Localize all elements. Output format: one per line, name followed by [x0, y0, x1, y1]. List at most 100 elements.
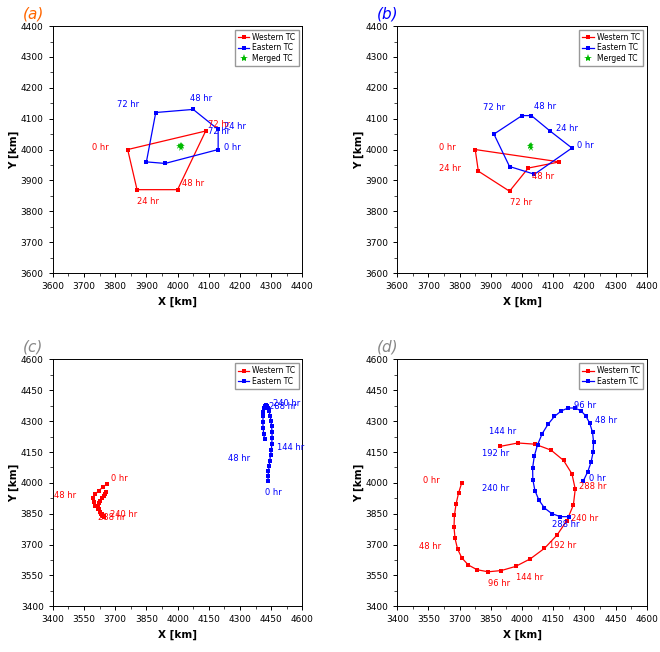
Merged TC	[177, 141, 185, 149]
Eastern TC	[550, 413, 558, 421]
Eastern TC	[589, 448, 597, 456]
Text: 24 hr: 24 hr	[440, 164, 461, 173]
Text: 48 hr: 48 hr	[182, 179, 204, 188]
Eastern TC	[535, 496, 543, 504]
Eastern TC	[564, 404, 572, 412]
Legend: Western TC, Eastern TC, Merged TC: Western TC, Eastern TC, Merged TC	[579, 30, 643, 66]
Western TC	[512, 563, 519, 570]
Text: 24 hr: 24 hr	[224, 123, 246, 132]
Eastern TC	[531, 170, 539, 178]
Merged TC	[526, 143, 534, 151]
Eastern TC	[546, 127, 554, 135]
Eastern TC	[531, 452, 539, 460]
Eastern TC	[264, 472, 272, 480]
Text: 72 hr: 72 hr	[510, 198, 532, 207]
Western TC	[133, 186, 141, 194]
Western TC	[174, 186, 182, 194]
Western TC	[475, 168, 482, 175]
Western TC	[514, 439, 522, 447]
Text: 240 hr: 240 hr	[273, 399, 300, 408]
Merged TC	[178, 143, 186, 151]
Eastern TC	[529, 464, 537, 472]
Eastern TC	[506, 162, 513, 170]
Western TC	[506, 187, 513, 195]
Western TC	[96, 510, 104, 518]
Western TC	[484, 568, 492, 576]
Eastern TC	[571, 404, 579, 412]
Text: 288 hr: 288 hr	[579, 482, 607, 491]
Text: (c): (c)	[23, 340, 43, 355]
Text: 240 hr: 240 hr	[482, 484, 510, 492]
Text: 0 hr: 0 hr	[423, 476, 440, 485]
Text: 96 hr: 96 hr	[488, 579, 510, 587]
Text: 72 hr: 72 hr	[209, 120, 230, 129]
Eastern TC	[268, 422, 276, 430]
Line: Western TC: Western TC	[126, 129, 207, 192]
Western TC	[541, 544, 548, 552]
Western TC	[458, 479, 466, 487]
Eastern TC	[161, 160, 169, 168]
X-axis label: X [km]: X [km]	[502, 297, 541, 307]
Eastern TC	[259, 424, 267, 432]
Western TC	[450, 523, 458, 531]
Text: 144 hr: 144 hr	[277, 443, 304, 452]
Line: Western TC: Western TC	[92, 482, 109, 518]
Eastern TC	[261, 436, 269, 443]
Eastern TC	[267, 417, 275, 424]
Text: 72 hr: 72 hr	[483, 103, 506, 112]
Western TC	[202, 127, 210, 135]
Eastern TC	[568, 144, 576, 152]
Merged TC	[177, 144, 185, 152]
Merged TC	[527, 141, 535, 149]
Western TC	[101, 490, 109, 497]
Text: 72 hr: 72 hr	[117, 100, 139, 109]
Text: 192 hr: 192 hr	[482, 449, 509, 458]
Western TC	[94, 503, 102, 511]
Text: 144 hr: 144 hr	[515, 573, 543, 582]
Western TC	[473, 566, 481, 574]
Text: 48 hr: 48 hr	[533, 172, 554, 181]
Eastern TC	[265, 408, 273, 415]
Western TC	[572, 485, 579, 493]
Western TC	[451, 535, 459, 542]
Text: 0 hr: 0 hr	[111, 474, 128, 483]
Text: 24 hr: 24 hr	[137, 196, 159, 205]
Eastern TC	[266, 457, 274, 465]
Western TC	[560, 456, 568, 464]
Eastern TC	[267, 446, 275, 454]
Western TC	[453, 545, 461, 553]
Text: (d): (d)	[378, 340, 399, 355]
Text: 0 hr: 0 hr	[265, 488, 282, 497]
Eastern TC	[152, 109, 160, 117]
Text: (a): (a)	[23, 7, 44, 22]
Eastern TC	[529, 476, 537, 484]
Text: 0 hr: 0 hr	[224, 143, 240, 151]
Western TC	[99, 484, 107, 492]
Text: 144 hr: 144 hr	[490, 426, 517, 436]
Y-axis label: Y [km]: Y [km]	[9, 464, 19, 502]
Eastern TC	[579, 477, 587, 484]
Eastern TC	[261, 402, 269, 410]
Western TC	[496, 443, 504, 451]
Western TC	[102, 488, 110, 496]
Y-axis label: Y [km]: Y [km]	[354, 464, 364, 502]
Text: 48 hr: 48 hr	[595, 417, 618, 425]
Eastern TC	[518, 111, 526, 119]
Text: 0 hr: 0 hr	[92, 143, 108, 151]
Western TC	[96, 497, 104, 505]
Western TC	[556, 158, 564, 166]
Eastern TC	[556, 512, 564, 520]
Eastern TC	[534, 441, 542, 449]
Line: Eastern TC: Eastern TC	[531, 406, 595, 518]
Eastern TC	[568, 144, 576, 152]
Eastern TC	[259, 408, 267, 416]
Text: 288 hr: 288 hr	[552, 520, 579, 529]
Eastern TC	[584, 468, 592, 476]
Text: 192 hr: 192 hr	[548, 541, 576, 550]
Eastern TC	[582, 412, 590, 420]
Eastern TC	[587, 458, 595, 466]
Eastern TC	[214, 145, 222, 153]
Western TC	[123, 145, 131, 153]
Western TC	[451, 512, 459, 520]
Text: 240 hr: 240 hr	[110, 510, 137, 518]
